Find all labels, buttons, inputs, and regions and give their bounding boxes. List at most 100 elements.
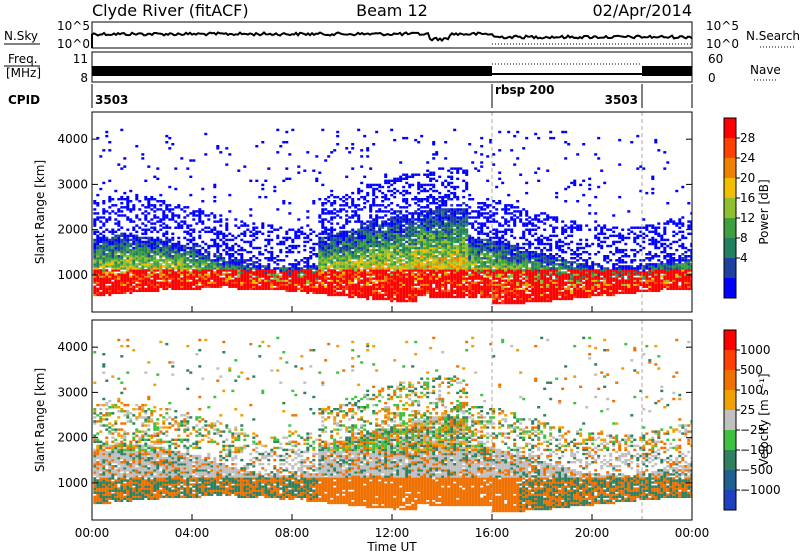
heatmap-cell bbox=[426, 170, 429, 172]
heatmap-cell bbox=[156, 265, 159, 267]
heatmap-cell bbox=[270, 259, 273, 261]
heatmap-cell bbox=[447, 170, 450, 172]
heatmap-cell bbox=[177, 214, 180, 216]
heatmap-cell bbox=[507, 243, 510, 245]
heatmap-cell bbox=[183, 210, 186, 212]
heatmap-cell bbox=[501, 277, 504, 279]
heatmap-cell bbox=[351, 204, 354, 206]
heatmap-cell bbox=[384, 294, 387, 296]
heatmap-cell bbox=[441, 282, 444, 284]
heatmap-cell bbox=[132, 282, 135, 284]
heatmap-cell bbox=[504, 294, 507, 296]
heatmap-cell bbox=[159, 239, 162, 241]
heatmap-cell bbox=[261, 188, 264, 190]
heatmap-cell bbox=[294, 259, 297, 261]
heatmap-cell bbox=[285, 247, 288, 249]
heatmap-cell bbox=[216, 237, 219, 239]
heatmap-cell bbox=[459, 231, 462, 233]
heatmap-cell bbox=[360, 165, 363, 167]
heatmap-cell bbox=[504, 300, 507, 302]
heatmap-cell bbox=[426, 190, 429, 192]
heatmap-cell bbox=[462, 249, 465, 251]
heatmap-cell bbox=[411, 282, 414, 284]
heatmap-cell bbox=[321, 204, 324, 206]
heatmap-cell bbox=[132, 253, 135, 255]
heatmap-cell bbox=[390, 265, 393, 267]
heatmap-cell bbox=[210, 229, 213, 231]
heatmap-cell bbox=[288, 288, 291, 290]
heatmap-cell bbox=[135, 243, 138, 245]
heatmap-cell bbox=[225, 253, 228, 255]
heatmap-cell bbox=[324, 208, 327, 210]
heatmap-cell bbox=[411, 243, 414, 245]
heatmap-cell bbox=[207, 277, 210, 279]
heatmap-cell bbox=[183, 249, 186, 251]
heatmap-cell bbox=[213, 243, 216, 245]
heatmap-cell bbox=[150, 222, 153, 224]
heatmap-cell bbox=[213, 239, 216, 241]
heatmap-cell bbox=[507, 288, 510, 290]
heatmap-cell bbox=[408, 243, 411, 245]
heatmap-cell bbox=[429, 220, 432, 222]
heatmap-cell bbox=[471, 277, 474, 279]
heatmap-cell bbox=[261, 141, 264, 143]
heatmap-cell bbox=[456, 245, 459, 247]
heatmap-cell bbox=[510, 259, 513, 261]
heatmap-cell bbox=[99, 237, 102, 239]
heatmap-cell bbox=[228, 277, 231, 279]
heatmap-cell bbox=[291, 129, 294, 131]
heatmap-cell bbox=[456, 282, 459, 284]
heatmap-cell bbox=[444, 259, 447, 261]
heatmap-cell bbox=[195, 249, 198, 251]
heatmap-cell bbox=[414, 222, 417, 224]
heatmap-cell bbox=[123, 157, 126, 159]
heatmap-cell bbox=[159, 218, 162, 220]
heatmap-cell bbox=[372, 243, 375, 245]
heatmap-cell bbox=[129, 239, 132, 241]
heatmap-cell bbox=[432, 196, 435, 198]
heatmap-cell bbox=[393, 178, 396, 180]
heatmap-cell bbox=[414, 231, 417, 233]
heatmap-cell bbox=[387, 186, 390, 188]
heatmap-cell bbox=[225, 235, 228, 237]
heatmap-cell bbox=[471, 267, 474, 269]
heatmap-cell bbox=[420, 288, 423, 290]
heatmap-cell bbox=[180, 157, 183, 159]
heatmap-cell bbox=[117, 277, 120, 279]
heatmap-cell bbox=[495, 186, 498, 188]
heatmap-cell bbox=[426, 259, 429, 261]
heatmap-cell bbox=[135, 277, 138, 279]
heatmap-cell bbox=[156, 282, 159, 284]
heatmap-cell bbox=[210, 259, 213, 261]
heatmap-cell bbox=[234, 224, 237, 226]
heatmap-cell bbox=[501, 237, 504, 239]
heatmap-cell bbox=[381, 192, 384, 194]
heatmap-cell bbox=[426, 277, 429, 279]
heatmap-cell bbox=[402, 259, 405, 261]
heatmap-cell bbox=[222, 282, 225, 284]
heatmap-cell bbox=[480, 275, 483, 277]
heatmap-cell bbox=[135, 263, 138, 265]
heatmap-cell bbox=[123, 277, 126, 279]
heatmap-cell bbox=[153, 227, 156, 229]
heatmap-cell bbox=[219, 253, 222, 255]
noise-right-tick-bottom: 10^0 bbox=[706, 37, 739, 51]
heatmap-cell bbox=[510, 216, 513, 218]
heatmap-cell bbox=[510, 249, 513, 251]
heatmap-cell bbox=[324, 202, 327, 204]
heatmap-cell bbox=[171, 267, 174, 269]
heatmap-cell bbox=[174, 265, 177, 267]
heatmap-cell bbox=[363, 135, 366, 137]
heatmap-cell bbox=[222, 249, 225, 251]
heatmap-cell bbox=[300, 277, 303, 279]
heatmap-cell bbox=[303, 241, 306, 243]
heatmap-cell bbox=[144, 198, 147, 200]
heatmap-cell bbox=[471, 198, 474, 200]
heatmap-cell bbox=[357, 188, 360, 190]
heatmap-cell bbox=[525, 282, 528, 284]
heatmap-cell bbox=[513, 214, 516, 216]
heatmap-cell bbox=[105, 229, 108, 231]
heatmap-cell bbox=[480, 294, 483, 296]
heatmap-cell bbox=[219, 282, 222, 284]
heatmap-cell bbox=[405, 190, 408, 192]
